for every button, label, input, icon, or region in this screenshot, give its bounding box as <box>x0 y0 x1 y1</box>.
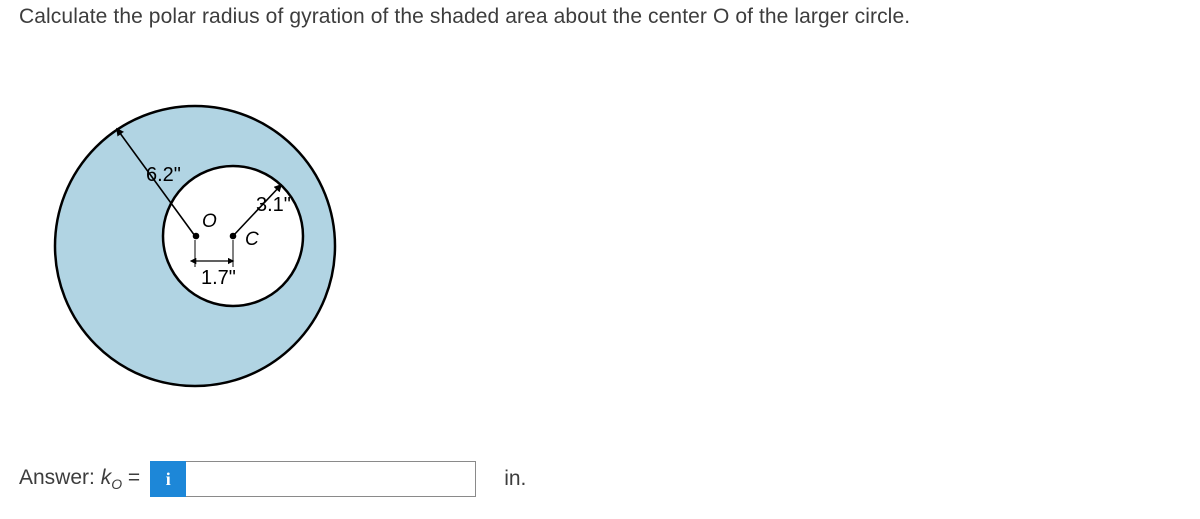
figure: 6.2" 3.1" O C 1.7" <box>50 101 340 391</box>
info-icon[interactable]: i <box>150 461 186 497</box>
center-c-point <box>230 233 237 240</box>
answer-row: Answer: kO = i in. <box>19 459 526 499</box>
answer-symbol-k: k <box>101 466 112 489</box>
center-o-label: O <box>202 211 217 232</box>
answer-units: in. <box>504 467 526 491</box>
figure-svg: 6.2" 3.1" O C 1.7" <box>50 101 340 391</box>
inner-radius-label: 3.1" <box>256 194 291 216</box>
answer-symbol-sub: O <box>111 476 122 492</box>
question-text: Calculate the polar radius of gyration o… <box>19 5 910 29</box>
answer-label: Answer: kO = <box>19 466 140 492</box>
answer-equals: = <box>122 466 140 489</box>
offset-dim-label: 1.7" <box>201 267 236 289</box>
answer-prefix: Answer: <box>19 466 101 489</box>
answer-input[interactable] <box>186 461 476 497</box>
center-c-label: C <box>245 229 259 250</box>
center-o-point <box>193 233 200 240</box>
page-root: Calculate the polar radius of gyration o… <box>0 0 1200 519</box>
outer-radius-label: 6.2" <box>146 164 181 186</box>
